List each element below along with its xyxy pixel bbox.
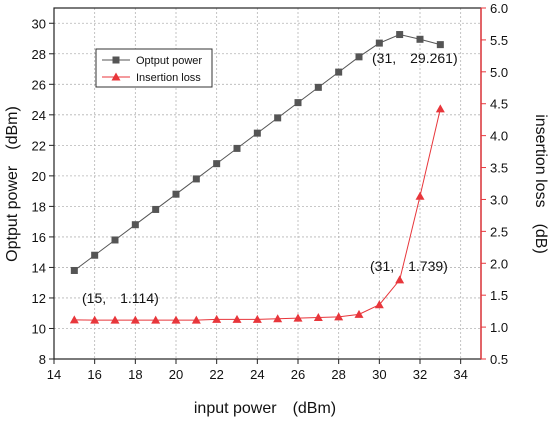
data-point-insertion-loss: [334, 312, 344, 321]
legend-marker-square: [112, 56, 120, 64]
data-point-insertion-loss: [90, 315, 100, 324]
left-y-tick-label: 8: [39, 352, 46, 367]
grid-lines: [54, 8, 481, 359]
left-y-tick-label: 22: [32, 138, 46, 153]
legend: Optput power Insertion loss: [95, 48, 213, 88]
x-tick-label: 24: [250, 367, 264, 382]
data-point-optput-power: [91, 251, 99, 259]
left-y-tick-label: 18: [32, 199, 46, 214]
left-y-tick-label: 12: [32, 291, 46, 306]
data-point-insertion-loss: [374, 300, 384, 309]
data-point-optput-power: [233, 144, 241, 152]
right-y-tick-label: 5.5: [490, 33, 508, 48]
data-point-optput-power: [375, 39, 383, 47]
annotations: (31, 29.261) (31, 1.739) (15, 1.114): [82, 50, 458, 306]
data-point-optput-power: [314, 83, 322, 91]
data-point-optput-power: [355, 53, 363, 61]
right-y-tick-label: 1.5: [490, 288, 508, 303]
right-y-tick-label: 2.0: [490, 256, 508, 271]
annotation-peak-power: (31, 29.261): [372, 50, 458, 66]
data-point-insertion-loss: [354, 309, 364, 318]
right-y-tick-label: 4.0: [490, 129, 508, 144]
left-y-tick-label: 28: [32, 47, 46, 62]
x-axis-label: input power (dBm): [194, 400, 336, 417]
data-point-optput-power: [70, 266, 78, 274]
data-point-optput-power: [131, 221, 139, 229]
left-y-tick-label: 30: [32, 16, 46, 31]
right-y-tick-label: 1.0: [490, 320, 508, 335]
legend-marker-triangle: [111, 72, 121, 81]
left-y-tick-label: 10: [32, 321, 46, 336]
data-point-insertion-loss: [313, 313, 323, 322]
right-y-tick-label: 2.5: [490, 224, 508, 239]
right-y-axis: 0.5 1.0 1.5 2.0 2.5 3.0 3.5 4.0 4.5 5.0 5.5 6.0: [481, 1, 508, 367]
data-point-insertion-loss: [191, 315, 201, 324]
data-point-optput-power: [396, 31, 404, 39]
x-tick-label: 22: [209, 367, 223, 382]
data-point-insertion-loss: [273, 314, 283, 323]
right-y-tick-label: 3.0: [490, 192, 508, 207]
x-tick-label: 14: [47, 367, 61, 382]
data-point-insertion-loss: [69, 315, 79, 324]
x-tick-label: 28: [331, 367, 345, 382]
data-point-insertion-loss: [110, 315, 120, 324]
right-y-tick-label: 6.0: [490, 1, 508, 16]
left-y-axis-label: Optput power (dBm): [4, 106, 21, 262]
data-point-insertion-loss: [171, 315, 181, 324]
data-point-insertion-loss: [293, 313, 303, 322]
legend-label-insertion-loss: Insertion loss: [136, 72, 201, 84]
x-axis: 14 16 18 20 22 24 26 28 30 32 34: [47, 359, 468, 382]
left-y-tick-label: 16: [32, 230, 46, 245]
data-point-optput-power: [416, 35, 424, 43]
x-tick-label: 34: [453, 367, 467, 382]
data-point-optput-power: [253, 129, 261, 137]
annotation-loss-31: (31, 1.739): [370, 258, 448, 274]
data-point-optput-power: [152, 205, 160, 213]
right-y-tick-label: 3.5: [490, 161, 508, 176]
right-y-tick-label: 4.5: [490, 97, 508, 112]
legend-box: [95, 48, 213, 88]
x-tick-label: 18: [128, 367, 142, 382]
x-tick-label: 20: [169, 367, 183, 382]
data-point-optput-power: [335, 68, 343, 76]
left-y-tick-label: 24: [32, 108, 46, 123]
data-point-optput-power: [436, 41, 444, 49]
left-y-axis: 8 10 12 14 16 18 20 22 24 26 28 30: [32, 16, 54, 367]
x-tick-label: 26: [291, 367, 305, 382]
data-point-optput-power: [274, 114, 282, 122]
data-point-optput-power: [172, 190, 180, 198]
data-point-insertion-loss: [232, 314, 242, 323]
right-y-tick-label: 0.5: [490, 352, 508, 367]
data-point-insertion-loss: [151, 315, 161, 324]
left-y-tick-label: 20: [32, 169, 46, 184]
x-tick-label: 16: [87, 367, 101, 382]
data-point-optput-power: [294, 99, 302, 107]
legend-label-optput-power: Optput power: [136, 55, 202, 67]
data-point-insertion-loss: [252, 314, 262, 323]
x-tick-label: 32: [413, 367, 427, 382]
left-y-tick-label: 26: [32, 77, 46, 92]
data-point-insertion-loss: [395, 275, 405, 284]
right-y-tick-label: 5.0: [490, 65, 508, 80]
data-point-optput-power: [213, 160, 221, 168]
left-y-tick-label: 14: [32, 260, 46, 275]
data-point-insertion-loss: [435, 104, 445, 113]
annotation-loss-15: (15, 1.114): [82, 290, 159, 306]
right-y-axis-label: insertion loss (dB): [532, 114, 549, 254]
data-point-optput-power: [111, 236, 119, 244]
data-point-insertion-loss: [130, 315, 140, 324]
series-layer: [69, 31, 445, 324]
data-point-optput-power: [192, 175, 200, 183]
data-point-insertion-loss: [415, 191, 425, 200]
data-point-insertion-loss: [212, 314, 222, 323]
x-tick-label: 30: [372, 367, 386, 382]
